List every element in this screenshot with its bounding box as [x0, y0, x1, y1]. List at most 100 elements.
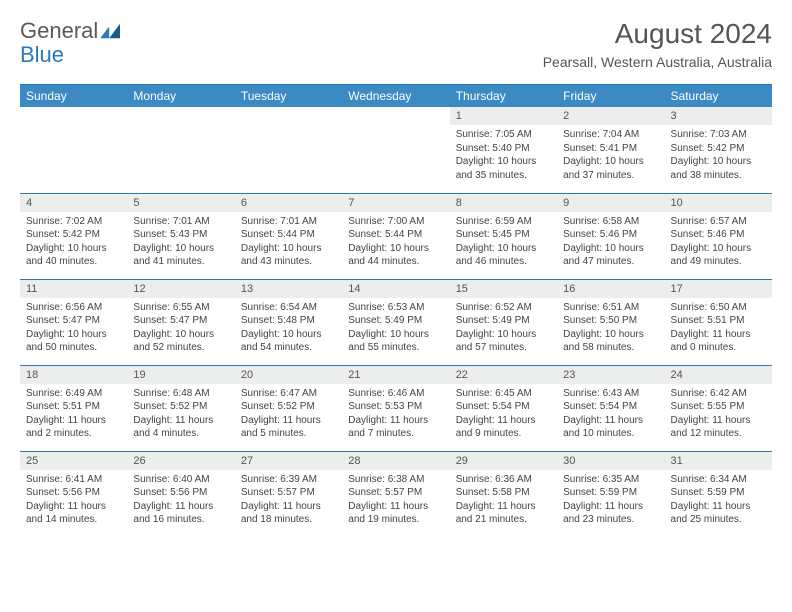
daylight-text: Daylight: 11 hours and 23 minutes. [563, 500, 658, 527]
daylight-text: Daylight: 10 hours and 47 minutes. [563, 242, 658, 269]
day-header: Saturday [665, 85, 772, 108]
calendar-cell: 5Sunrise: 7:01 AMSunset: 5:43 PMDaylight… [127, 193, 234, 279]
calendar-cell [235, 107, 342, 193]
day-number: 26 [127, 452, 234, 470]
calendar-week: 4Sunrise: 7:02 AMSunset: 5:42 PMDaylight… [20, 193, 772, 279]
daylight-text: Daylight: 10 hours and 49 minutes. [671, 242, 766, 269]
day-number: 15 [450, 280, 557, 298]
logo-mark-icon [100, 22, 122, 40]
day-details: Sunrise: 6:40 AMSunset: 5:56 PMDaylight:… [127, 470, 234, 531]
sunrise-text: Sunrise: 6:34 AM [671, 473, 766, 487]
calendar-cell: 12Sunrise: 6:55 AMSunset: 5:47 PMDayligh… [127, 279, 234, 365]
calendar-cell: 21Sunrise: 6:46 AMSunset: 5:53 PMDayligh… [342, 365, 449, 451]
daylight-text: Daylight: 11 hours and 21 minutes. [456, 500, 551, 527]
daylight-text: Daylight: 10 hours and 55 minutes. [348, 328, 443, 355]
day-number: 4 [20, 194, 127, 212]
calendar-cell: 26Sunrise: 6:40 AMSunset: 5:56 PMDayligh… [127, 451, 234, 537]
sunrise-text: Sunrise: 6:43 AM [563, 387, 658, 401]
sunset-text: Sunset: 5:59 PM [671, 486, 766, 500]
sunset-text: Sunset: 5:51 PM [26, 400, 121, 414]
day-number: 13 [235, 280, 342, 298]
day-details: Sunrise: 7:01 AMSunset: 5:43 PMDaylight:… [127, 212, 234, 273]
calendar-cell: 11Sunrise: 6:56 AMSunset: 5:47 PMDayligh… [20, 279, 127, 365]
sunset-text: Sunset: 5:54 PM [563, 400, 658, 414]
day-details: Sunrise: 6:55 AMSunset: 5:47 PMDaylight:… [127, 298, 234, 359]
sunrise-text: Sunrise: 6:59 AM [456, 215, 551, 229]
day-details: Sunrise: 6:58 AMSunset: 5:46 PMDaylight:… [557, 212, 664, 273]
sunset-text: Sunset: 5:45 PM [456, 228, 551, 242]
sunset-text: Sunset: 5:40 PM [456, 142, 551, 156]
calendar-cell: 2Sunrise: 7:04 AMSunset: 5:41 PMDaylight… [557, 107, 664, 193]
sunset-text: Sunset: 5:43 PM [133, 228, 228, 242]
sunrise-text: Sunrise: 7:01 AM [133, 215, 228, 229]
day-details: Sunrise: 7:03 AMSunset: 5:42 PMDaylight:… [665, 125, 772, 186]
calendar-body: 1Sunrise: 7:05 AMSunset: 5:40 PMDaylight… [20, 107, 772, 537]
calendar-cell: 6Sunrise: 7:01 AMSunset: 5:44 PMDaylight… [235, 193, 342, 279]
sunrise-text: Sunrise: 6:48 AM [133, 387, 228, 401]
day-number: 14 [342, 280, 449, 298]
sunset-text: Sunset: 5:50 PM [563, 314, 658, 328]
daylight-text: Daylight: 10 hours and 58 minutes. [563, 328, 658, 355]
calendar-week: 11Sunrise: 6:56 AMSunset: 5:47 PMDayligh… [20, 279, 772, 365]
calendar-cell: 31Sunrise: 6:34 AMSunset: 5:59 PMDayligh… [665, 451, 772, 537]
calendar-cell: 14Sunrise: 6:53 AMSunset: 5:49 PMDayligh… [342, 279, 449, 365]
calendar-cell: 23Sunrise: 6:43 AMSunset: 5:54 PMDayligh… [557, 365, 664, 451]
calendar-cell: 1Sunrise: 7:05 AMSunset: 5:40 PMDaylight… [450, 107, 557, 193]
sunrise-text: Sunrise: 6:35 AM [563, 473, 658, 487]
sunrise-text: Sunrise: 7:03 AM [671, 128, 766, 142]
day-details: Sunrise: 6:35 AMSunset: 5:59 PMDaylight:… [557, 470, 664, 531]
calendar-cell [342, 107, 449, 193]
day-number: 10 [665, 194, 772, 212]
calendar-week: 1Sunrise: 7:05 AMSunset: 5:40 PMDaylight… [20, 107, 772, 193]
day-number: 22 [450, 366, 557, 384]
title-block: August 2024 Pearsall, Western Australia,… [543, 18, 772, 70]
daylight-text: Daylight: 11 hours and 18 minutes. [241, 500, 336, 527]
day-details: Sunrise: 6:48 AMSunset: 5:52 PMDaylight:… [127, 384, 234, 445]
location-text: Pearsall, Western Australia, Australia [543, 54, 772, 70]
sunset-text: Sunset: 5:49 PM [456, 314, 551, 328]
sunset-text: Sunset: 5:55 PM [671, 400, 766, 414]
daylight-text: Daylight: 10 hours and 43 minutes. [241, 242, 336, 269]
sunrise-text: Sunrise: 7:04 AM [563, 128, 658, 142]
calendar-cell: 24Sunrise: 6:42 AMSunset: 5:55 PMDayligh… [665, 365, 772, 451]
day-details: Sunrise: 6:46 AMSunset: 5:53 PMDaylight:… [342, 384, 449, 445]
calendar-cell: 3Sunrise: 7:03 AMSunset: 5:42 PMDaylight… [665, 107, 772, 193]
sunset-text: Sunset: 5:58 PM [456, 486, 551, 500]
day-details: Sunrise: 6:51 AMSunset: 5:50 PMDaylight:… [557, 298, 664, 359]
sunrise-text: Sunrise: 6:40 AM [133, 473, 228, 487]
day-details: Sunrise: 7:00 AMSunset: 5:44 PMDaylight:… [342, 212, 449, 273]
daylight-text: Daylight: 10 hours and 35 minutes. [456, 155, 551, 182]
day-number: 5 [127, 194, 234, 212]
daylight-text: Daylight: 11 hours and 16 minutes. [133, 500, 228, 527]
daylight-text: Daylight: 10 hours and 37 minutes. [563, 155, 658, 182]
sunrise-text: Sunrise: 6:38 AM [348, 473, 443, 487]
day-header: Friday [557, 85, 664, 108]
day-header: Monday [127, 85, 234, 108]
sunrise-text: Sunrise: 6:50 AM [671, 301, 766, 315]
sunrise-text: Sunrise: 6:36 AM [456, 473, 551, 487]
daylight-text: Daylight: 11 hours and 12 minutes. [671, 414, 766, 441]
sunrise-text: Sunrise: 6:42 AM [671, 387, 766, 401]
day-details: Sunrise: 6:38 AMSunset: 5:57 PMDaylight:… [342, 470, 449, 531]
calendar-cell [127, 107, 234, 193]
calendar-cell: 19Sunrise: 6:48 AMSunset: 5:52 PMDayligh… [127, 365, 234, 451]
day-details: Sunrise: 6:47 AMSunset: 5:52 PMDaylight:… [235, 384, 342, 445]
day-number: 27 [235, 452, 342, 470]
sunset-text: Sunset: 5:52 PM [241, 400, 336, 414]
daylight-text: Daylight: 10 hours and 52 minutes. [133, 328, 228, 355]
daylight-text: Daylight: 10 hours and 46 minutes. [456, 242, 551, 269]
daylight-text: Daylight: 10 hours and 57 minutes. [456, 328, 551, 355]
calendar-cell: 15Sunrise: 6:52 AMSunset: 5:49 PMDayligh… [450, 279, 557, 365]
sunset-text: Sunset: 5:46 PM [563, 228, 658, 242]
month-title: August 2024 [543, 18, 772, 50]
day-number: 18 [20, 366, 127, 384]
daylight-text: Daylight: 11 hours and 4 minutes. [133, 414, 228, 441]
day-number: 17 [665, 280, 772, 298]
daylight-text: Daylight: 11 hours and 5 minutes. [241, 414, 336, 441]
day-header: Thursday [450, 85, 557, 108]
day-details: Sunrise: 7:01 AMSunset: 5:44 PMDaylight:… [235, 212, 342, 273]
calendar-cell: 29Sunrise: 6:36 AMSunset: 5:58 PMDayligh… [450, 451, 557, 537]
sunset-text: Sunset: 5:56 PM [26, 486, 121, 500]
daylight-text: Daylight: 10 hours and 44 minutes. [348, 242, 443, 269]
calendar-cell: 8Sunrise: 6:59 AMSunset: 5:45 PMDaylight… [450, 193, 557, 279]
